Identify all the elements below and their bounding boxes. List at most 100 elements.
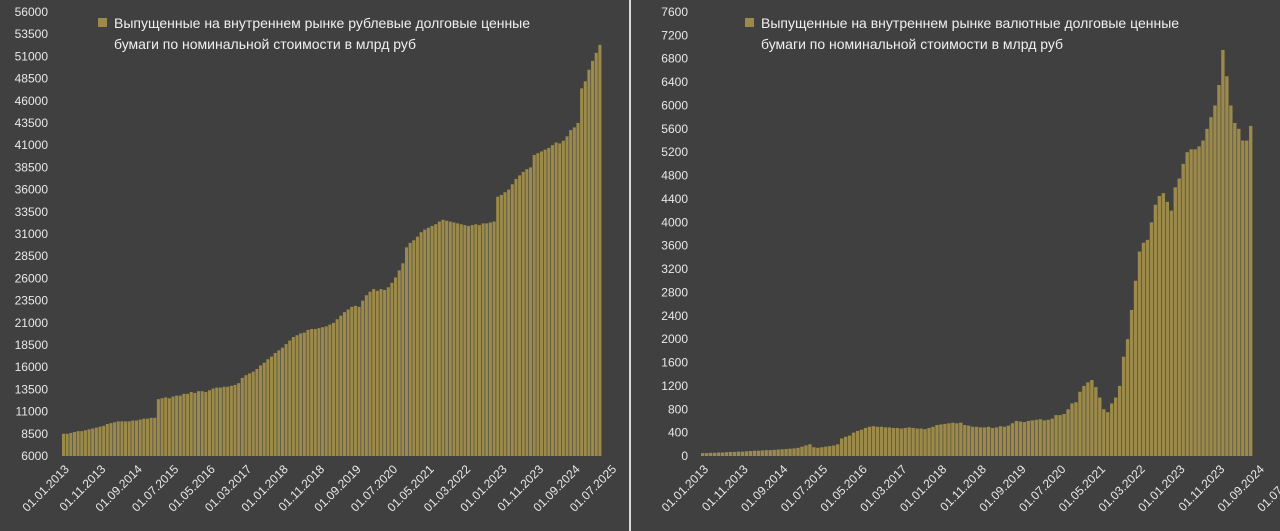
bar	[887, 427, 892, 456]
bar	[299, 333, 303, 456]
bar	[182, 393, 186, 456]
y-tick-label: 2400	[661, 309, 688, 323]
bar	[124, 421, 128, 456]
bar	[967, 425, 971, 456]
bar	[481, 223, 485, 456]
bar	[1082, 385, 1086, 456]
bar	[883, 427, 888, 456]
bar	[708, 452, 713, 456]
bar	[364, 295, 368, 456]
bar	[899, 428, 903, 456]
bar	[1018, 421, 1023, 456]
bar	[975, 426, 979, 456]
bar	[434, 224, 438, 456]
y-tick-label: 38500	[15, 160, 49, 174]
bar	[1117, 385, 1122, 456]
bar	[1114, 397, 1118, 456]
bar	[226, 386, 230, 456]
bar	[879, 426, 884, 456]
bar	[134, 420, 139, 456]
bar	[470, 225, 474, 456]
bar	[277, 350, 281, 456]
bar	[855, 430, 860, 456]
bar	[1241, 140, 1245, 456]
bar	[561, 140, 565, 456]
bar	[1034, 419, 1038, 456]
bar	[998, 426, 1003, 456]
bar	[186, 393, 190, 456]
bar	[963, 425, 967, 456]
bar	[1197, 146, 1201, 456]
y-tick-label: 3600	[661, 239, 688, 253]
bar	[1090, 380, 1094, 456]
bar	[712, 452, 717, 456]
bar	[1237, 128, 1241, 456]
bar	[474, 224, 478, 456]
bar	[222, 386, 226, 456]
bar	[935, 425, 939, 456]
bar	[83, 430, 87, 456]
bar	[463, 225, 467, 456]
bar	[525, 169, 529, 456]
bar	[514, 178, 518, 456]
bar	[397, 270, 401, 456]
y-tick-label: 1200	[661, 379, 688, 393]
bar	[843, 436, 848, 456]
bar	[262, 362, 266, 456]
y-tick-label: 2800	[661, 285, 688, 299]
bar	[138, 419, 142, 456]
bar	[903, 427, 907, 456]
y-tick-label: 6000	[661, 98, 688, 112]
bar	[98, 426, 102, 456]
y-tick-label: 3200	[661, 262, 688, 276]
bar	[291, 337, 295, 456]
bar	[310, 329, 314, 456]
bar	[732, 451, 737, 456]
bar	[1177, 178, 1181, 456]
bar	[824, 446, 828, 456]
y-tick-label: 36000	[15, 183, 49, 197]
bar	[215, 387, 219, 456]
bar	[1233, 123, 1237, 456]
bar	[149, 417, 153, 456]
bar	[153, 417, 157, 456]
bar	[558, 143, 562, 457]
y-tick-label: 800	[668, 402, 688, 416]
bar	[891, 427, 895, 456]
y-tick-label: 16000	[15, 360, 49, 374]
y-tick-label: 1600	[661, 356, 688, 370]
bar	[863, 427, 868, 456]
bar	[229, 385, 233, 456]
bar	[255, 368, 259, 456]
y-tick-label: 4000	[661, 215, 688, 229]
bar	[740, 451, 745, 456]
bar	[820, 447, 824, 456]
bar	[1145, 239, 1150, 456]
bar	[768, 450, 772, 456]
bar	[499, 194, 503, 456]
bar	[394, 277, 398, 456]
bar	[851, 432, 856, 456]
bar	[488, 222, 492, 456]
bar	[1221, 49, 1225, 456]
bar	[350, 306, 354, 456]
y-tick-label: 33500	[15, 205, 49, 219]
bar	[594, 52, 598, 456]
bar	[839, 438, 844, 456]
y-tick-label: 13500	[15, 382, 49, 396]
bar	[1189, 149, 1193, 457]
bar	[736, 451, 741, 456]
legend-swatch	[745, 18, 754, 27]
bar	[796, 447, 800, 456]
bar	[959, 422, 963, 456]
bar	[437, 221, 441, 456]
legend-swatch	[98, 18, 107, 27]
bar	[804, 445, 808, 456]
bar	[142, 418, 146, 456]
y-tick-label: 53500	[15, 27, 49, 41]
bar	[408, 242, 412, 456]
bar	[72, 432, 76, 456]
y-tick-label: 56000	[15, 5, 49, 19]
legend-text: бумаги по номинальной стоимости в млрд р…	[761, 36, 1063, 52]
bar	[339, 315, 343, 456]
